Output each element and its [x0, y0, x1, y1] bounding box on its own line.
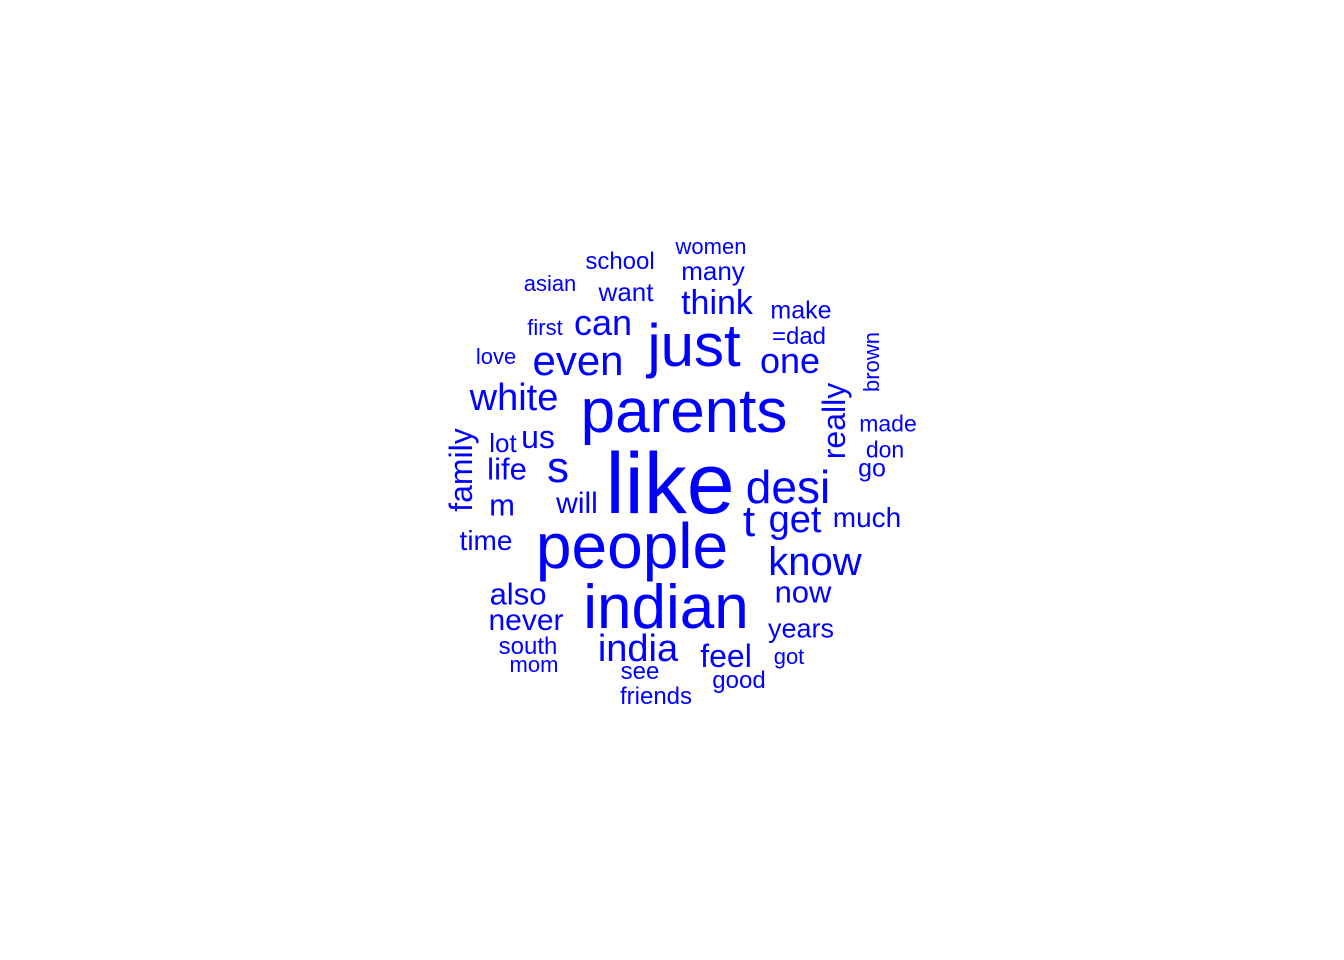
- word-dad: =dad: [771, 323, 827, 350]
- word-white: white: [469, 377, 559, 419]
- word-just: just: [647, 312, 741, 379]
- word-even: even: [532, 337, 624, 384]
- word-love: love: [475, 344, 517, 369]
- word-desi: desi: [745, 461, 831, 513]
- word-don: don: [865, 436, 905, 463]
- word-much: much: [832, 502, 902, 533]
- word-brown: brown: [859, 332, 884, 392]
- word-us: us: [521, 419, 555, 455]
- word-go: go: [858, 454, 886, 483]
- word-time: time: [459, 525, 513, 556]
- word-one: one: [759, 340, 821, 381]
- word-women: women: [675, 234, 747, 259]
- word-really: really: [816, 382, 852, 460]
- word-feel: feel: [700, 638, 752, 674]
- word-make: make: [770, 296, 832, 325]
- word-indian: indian: [583, 573, 749, 642]
- word-also: also: [489, 576, 547, 612]
- word-made: made: [859, 410, 917, 437]
- word-south: south: [498, 633, 558, 660]
- word-parents: parents: [580, 377, 788, 446]
- word-like: like: [605, 436, 735, 532]
- word-can: can: [573, 302, 633, 343]
- word-m: m: [489, 487, 515, 523]
- word-think: think: [681, 284, 753, 322]
- word-family: family: [443, 428, 479, 512]
- word-s: s: [547, 443, 569, 492]
- word-good: good: [712, 667, 766, 694]
- word-people: people: [535, 510, 729, 582]
- word-school: school: [585, 248, 655, 275]
- word-see: see: [620, 658, 660, 685]
- word-t: t: [742, 497, 756, 546]
- word-now: now: [774, 574, 832, 610]
- word-never: never: [488, 604, 564, 637]
- word-many: many: [681, 256, 745, 286]
- word-lot: lot: [489, 428, 517, 458]
- word-mom: mom: [509, 652, 559, 677]
- word-asian: asian: [523, 271, 577, 296]
- word-india: india: [597, 628, 679, 670]
- word-first: first: [527, 315, 563, 340]
- word-know: know: [768, 540, 862, 584]
- word-got: got: [773, 644, 805, 669]
- word-get: get: [768, 499, 822, 541]
- word-years: years: [767, 613, 835, 644]
- word-friends: friends: [619, 683, 693, 710]
- word-life: life: [487, 451, 527, 487]
- word-want: want: [598, 277, 654, 307]
- word-will: will: [556, 487, 598, 520]
